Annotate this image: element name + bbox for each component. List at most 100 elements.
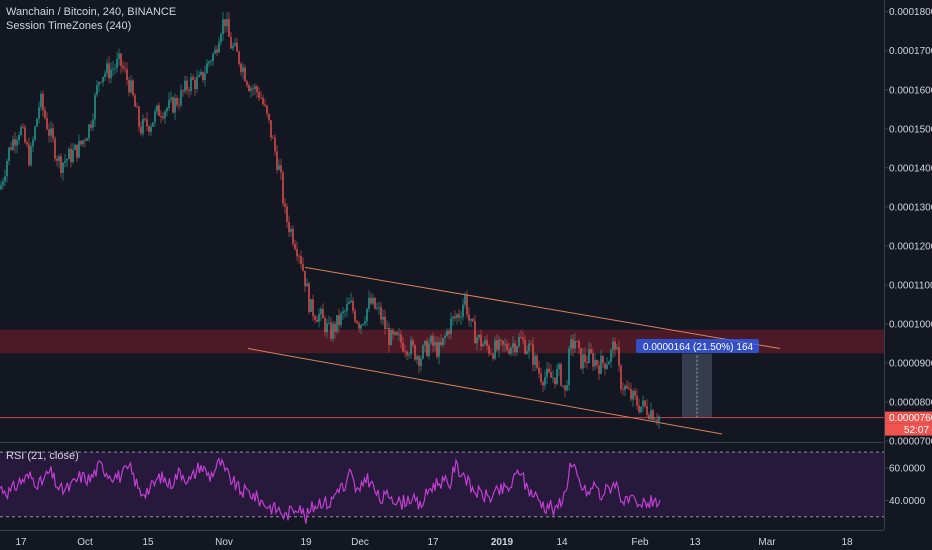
candle-body [612,341,614,351]
candle-body [36,118,38,127]
candle-body [550,372,552,378]
candle-body [172,97,174,113]
candle-body [388,327,390,346]
candle-body [324,318,326,333]
candle-body [216,49,218,53]
candle-body [458,314,460,318]
candle-body [378,307,380,309]
candle-body [524,339,526,354]
time-axis-label: Mar [758,537,776,548]
candle-body [626,385,628,389]
candle-body [210,61,212,62]
candle-body [394,332,396,335]
candle-body [296,249,298,256]
candle-body [364,321,366,324]
candle-body [194,79,196,90]
candle-body [178,104,180,106]
candle-body [182,90,184,92]
candle-body [386,327,388,329]
candle-body [338,315,340,326]
candle-body [154,111,156,123]
candle-body [130,80,132,93]
price-tick-label: 0.0001100 [889,280,932,291]
candle-body [118,53,120,60]
candle-body [596,360,598,366]
candle-body [98,82,100,86]
candle-body [170,97,172,100]
candle-body [372,297,374,304]
rsi-axis[interactable]: 60.0000 40.0000 [884,464,926,507]
candle-body [590,349,592,354]
candle-body [72,149,74,162]
channel-upper-line[interactable] [304,266,781,349]
candle-body [288,221,290,233]
candle-body [330,322,332,339]
candle-body [174,98,176,113]
candle-body [454,316,456,318]
channel-lower-line[interactable] [247,348,723,435]
candle-body [218,42,220,53]
rsi-tick-label: 60.0000 [889,464,926,475]
price-axis[interactable]: 0.0001800 0.0001700 0.0001600 0.0001500 0.00… [884,7,932,448]
candle-body [566,385,568,391]
candle-body [122,65,124,69]
candle-body [168,99,170,109]
candle-body [214,49,216,54]
time-axis-label: 13 [689,537,701,548]
candle-body [516,346,518,353]
candle-body [62,162,64,173]
candle-body [442,337,444,345]
candle-body [584,354,586,363]
candle-body [512,343,514,348]
rsi-legend[interactable]: RSI (21, close) [6,450,79,462]
candle-body [328,322,330,324]
indicator-legend[interactable]: Session TimeZones (240) [6,20,132,32]
candle-body [48,129,50,136]
candle-body [544,377,546,386]
time-axis-label: 17 [427,537,439,548]
candle-body [302,263,304,271]
candle-body [380,307,382,320]
last-price-badge [885,411,932,424]
candle-body [208,61,210,64]
candle-body [456,314,458,318]
candle-body [502,340,504,345]
candle-body [144,118,146,120]
candle-body [472,318,474,322]
candle-body [540,373,542,383]
candle-body [120,53,122,66]
candle-body [2,181,4,186]
candle-body [236,42,238,52]
candle-body [150,126,152,132]
candle-body [398,334,400,336]
symbol-legend[interactable]: Wanchain / Bitcoin, 240, BINANCE [6,6,177,18]
candle-body [418,356,420,366]
time-axis-label: 18 [841,537,853,548]
countdown-label: 52:07 [904,425,929,436]
candle-body [318,314,320,322]
candle-body [446,330,448,336]
candle-body [530,343,532,345]
candle-body [376,307,378,309]
candle-body [546,368,548,378]
candle-body [220,33,222,43]
candle-body [124,68,126,70]
candle-body [10,147,12,150]
candle-body [4,176,6,182]
time-axis[interactable]: 17 Oct 15 Nov 19 Dec 17 2019 14 Feb 13 Mar 18 [15,537,853,548]
candle-body [536,355,538,368]
candle-body [164,111,166,119]
candle-body [452,316,454,319]
candle-body [138,106,140,127]
candle-body [476,337,478,344]
candle-body [468,314,470,321]
candle-body [514,343,516,353]
candle-body [614,341,616,350]
candle-body [500,339,502,341]
candle-body [54,138,56,159]
candle-body [406,351,408,356]
time-axis-label: 15 [142,537,154,548]
candle-body [360,324,362,329]
candle-body [580,348,582,369]
